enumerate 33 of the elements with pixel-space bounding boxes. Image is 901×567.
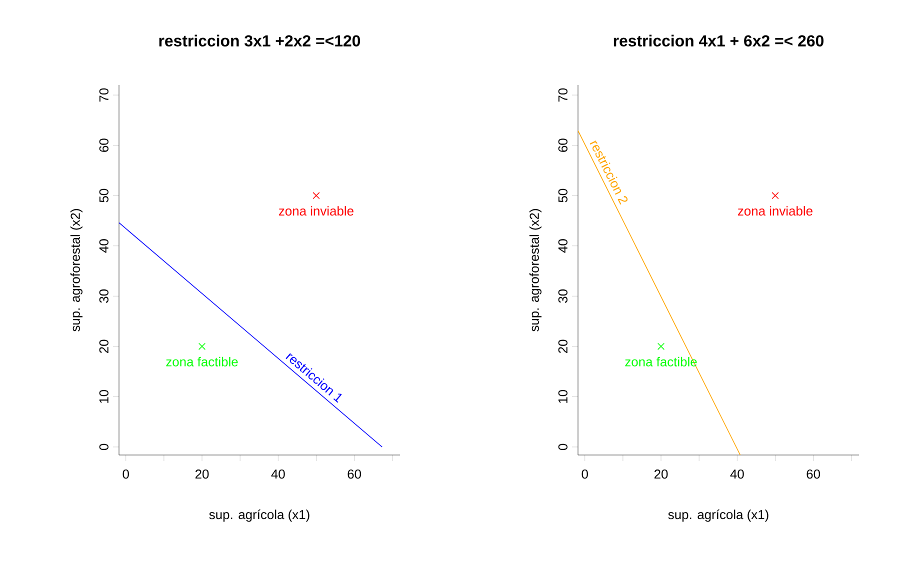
- x-tick-label: 20: [654, 470, 668, 479]
- annotation: zona inviable: [278, 206, 354, 216]
- y-tick-label: 0: [99, 444, 108, 450]
- x-tick-label: 0: [582, 470, 588, 479]
- x-tick-label: 0: [122, 470, 129, 479]
- y-tick-label: 20: [99, 340, 108, 353]
- y-tick-label: 30: [558, 289, 568, 303]
- y-tick-label: 60: [99, 138, 108, 152]
- y-tick-label: 20: [558, 340, 568, 353]
- y-tick-label: 40: [99, 239, 108, 253]
- x-tick-label: 40: [271, 470, 285, 479]
- x-tick-label: 60: [806, 470, 820, 479]
- y-tick-label: 40: [558, 239, 568, 253]
- annotation: zona factible: [166, 356, 238, 366]
- x-tick-label: 20: [195, 470, 209, 479]
- y-tick-label: 70: [558, 88, 568, 102]
- y-tick-label: 10: [558, 390, 568, 403]
- x-tick-label: 60: [348, 470, 362, 479]
- y-tick-label: 70: [99, 88, 108, 102]
- annotation: zona inviable: [738, 206, 812, 216]
- x-axis-title: sup. agrícola (x1): [668, 510, 768, 522]
- y-tick-label: 60: [558, 138, 568, 152]
- y-tick-label: 0: [558, 444, 568, 450]
- chart-title: restriccion 3x1 +2x2 =<120: [159, 34, 360, 46]
- x-axis-title: sup. agrícola (x1): [209, 510, 310, 522]
- y-tick-label: 50: [99, 188, 108, 202]
- y-axis-title: sup. agroforestal (x2): [529, 209, 542, 332]
- y-axis-title: sup. agroforestal (x2): [70, 209, 82, 332]
- y-tick-label: 30: [99, 289, 108, 303]
- x-tick-label: 40: [730, 470, 744, 479]
- y-tick-label: 10: [99, 390, 108, 403]
- y-tick-label: 50: [558, 188, 568, 202]
- chart-title: restriccion 4x1 + 6x2 =< 260: [614, 34, 824, 46]
